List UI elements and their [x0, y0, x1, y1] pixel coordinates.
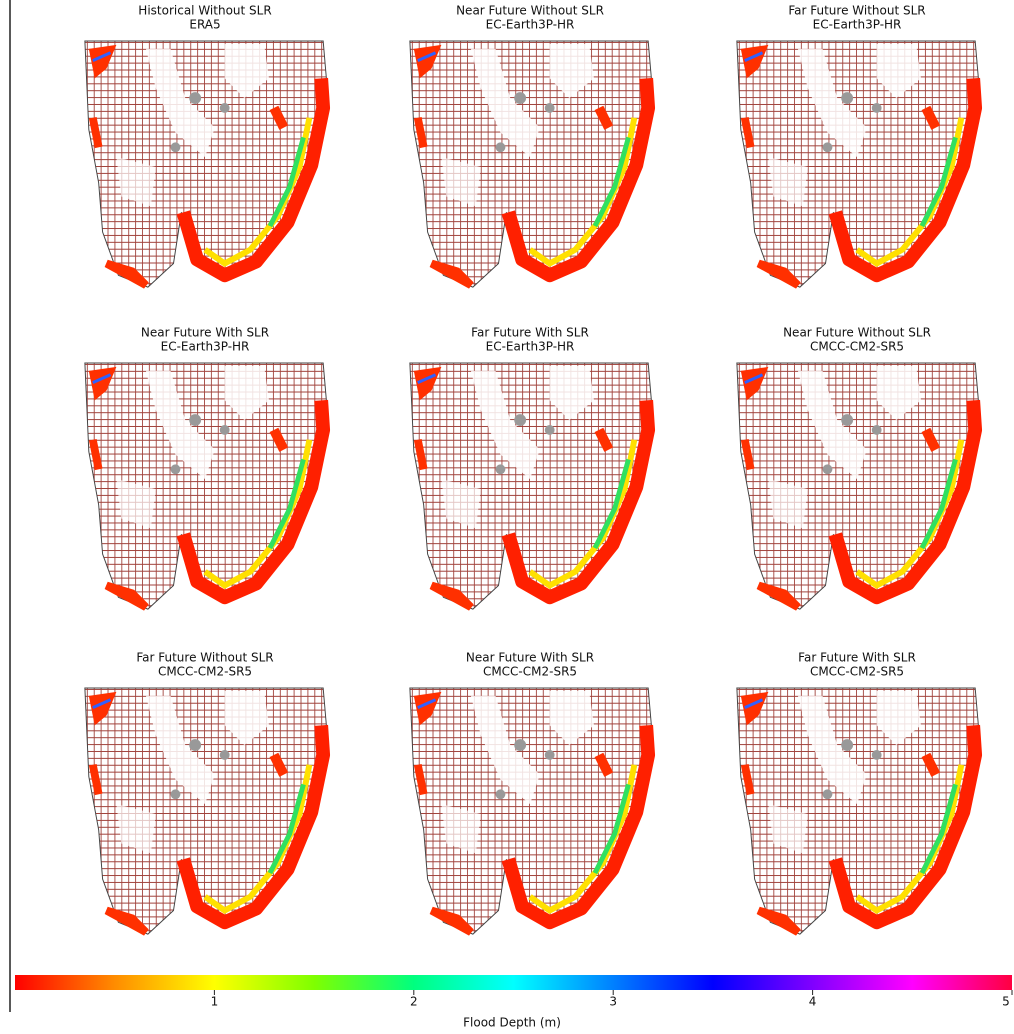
panel-subtitle: CMCC-CM2-SR5	[810, 340, 904, 354]
flood-map	[410, 41, 653, 287]
flood-map	[737, 41, 980, 287]
colorbar-tick-label: 1	[211, 995, 219, 1009]
panel-subtitle: CMCC-CM2-SR5	[483, 665, 577, 679]
colorbar-tick-label: 2	[410, 995, 418, 1009]
panel-subtitle: CMCC-CM2-SR5	[810, 665, 904, 679]
flood-map	[737, 688, 980, 934]
panel-subtitle: EC-Earth3P-HR	[486, 340, 575, 354]
flood-map	[85, 363, 328, 609]
panel-title: Far Future With SLR	[798, 651, 916, 665]
panel-title: Far Future With SLR	[471, 326, 589, 340]
panel-title: Historical Without SLR	[138, 4, 271, 18]
colorbar-tick-label: 4	[809, 995, 817, 1009]
panel-subtitle: ERA5	[189, 18, 220, 32]
flood-map	[737, 363, 980, 609]
panel-subtitle: CMCC-CM2-SR5	[158, 665, 252, 679]
flood-map	[85, 41, 328, 287]
colorbar-tick-label: 5	[1002, 995, 1010, 1009]
flood-map	[410, 688, 653, 934]
panel-title: Near Future With SLR	[466, 651, 594, 665]
colorbar-tick-label: 3	[609, 995, 617, 1009]
panel-subtitle: EC-Earth3P-HR	[161, 340, 250, 354]
panel-title: Near Future Without SLR	[456, 4, 604, 18]
panel-title: Near Future With SLR	[141, 326, 269, 340]
colorbar-label: Flood Depth (m)	[463, 1016, 561, 1030]
colorbar	[15, 975, 1012, 990]
panel-title: Far Future Without SLR	[136, 651, 273, 665]
panel-subtitle: EC-Earth3P-HR	[813, 18, 902, 32]
flood-map	[85, 688, 328, 934]
panel-title: Near Future Without SLR	[783, 326, 931, 340]
flood-map	[410, 363, 653, 609]
panel-title: Far Future Without SLR	[788, 4, 925, 18]
panel-subtitle: EC-Earth3P-HR	[486, 18, 575, 32]
